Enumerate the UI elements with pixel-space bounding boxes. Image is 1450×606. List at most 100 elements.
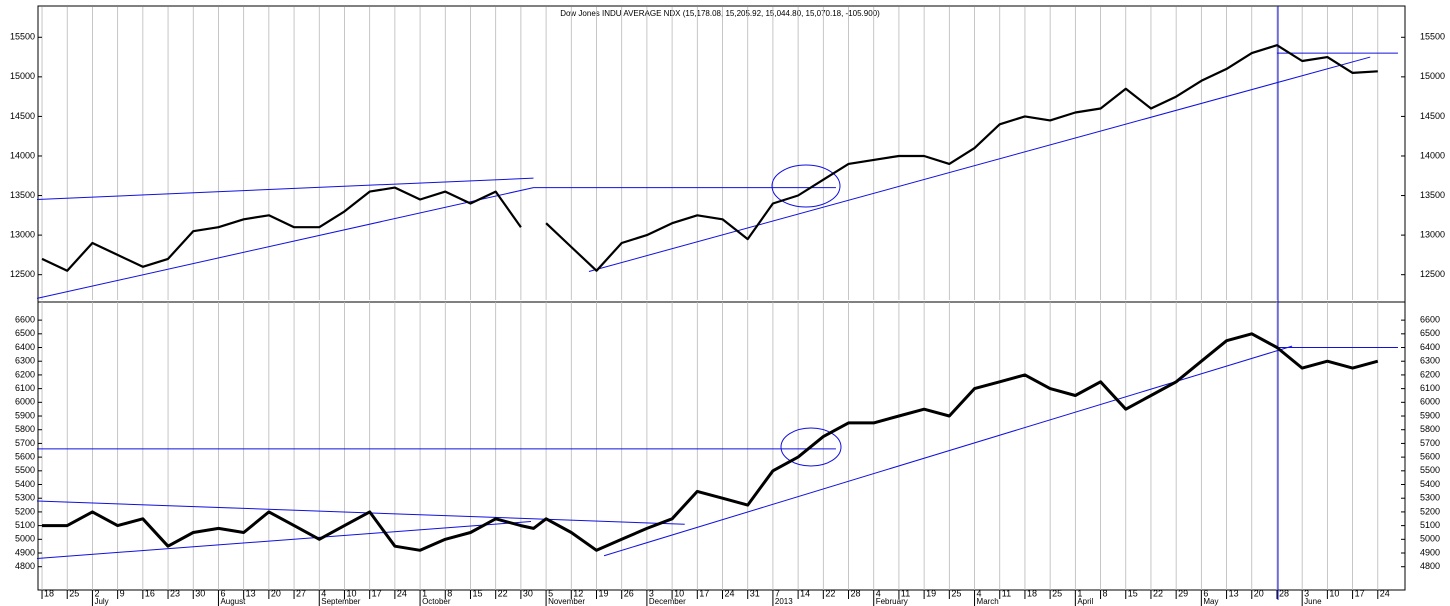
y-tick-label-right: 5100 [1420,520,1440,530]
x-tick-label: 19 [598,588,608,598]
y-tick-label: 5100 [15,520,35,530]
y-tick-label-right: 6200 [1420,369,1440,379]
highlight-ellipse [771,164,841,208]
x-tick-label: 19 [926,588,936,598]
x-tick-label: 6 [1203,588,1208,598]
x-tick-label: 20 [271,588,281,598]
x-tick-label: 28 [1279,588,1289,598]
x-tick-label: 11 [1002,588,1011,598]
x-tick-label: 10 [346,588,356,598]
month-label: May [1203,597,1218,606]
y-tick-label: 5800 [15,424,35,434]
y-tick-label: 15500 [10,32,35,42]
month-label: November [548,597,585,606]
month-label: September [321,597,360,606]
y-tick-label: 5300 [15,493,35,503]
y-tick-label: 6100 [15,383,35,393]
y-tick-label-right: 6300 [1420,356,1440,366]
y-tick-label-right: 5700 [1420,438,1440,448]
plot-frame [37,5,1406,591]
y-tick-label-right: 14000 [1420,150,1445,160]
y-tick-label: 4800 [15,561,35,571]
x-tick-label: 24 [725,588,735,598]
x-tick-label: 5 [548,588,553,598]
y-tick-label: 5000 [15,534,35,544]
trend-line [36,187,534,299]
y-tick-label: 4900 [15,547,35,557]
x-tick-label: 31 [750,588,760,598]
x-tick-label: 23 [170,588,180,598]
y-tick-label-right: 12500 [1420,269,1445,279]
x-tick-label: 4 [977,588,982,598]
x-tick-label: 15 [472,588,482,598]
x-tick-label: 25 [69,588,79,598]
month-label: December [649,597,686,606]
x-tick-label: 8 [447,588,452,598]
x-tick-label: 22 [825,588,835,598]
x-tick-label: 6 [220,588,225,598]
month-label: August [220,597,246,606]
y-tick-label-right: 5500 [1420,465,1440,475]
x-tick-label: 17 [699,588,709,598]
month-label: June [1304,597,1322,606]
y-tick-label-right: 14500 [1420,111,1445,121]
x-tick-label: 1 [422,588,427,598]
price-line [41,44,1378,272]
x-tick-label: 27 [296,588,306,598]
y-tick-label-right: 5400 [1420,479,1440,489]
y-tick-label: 6000 [15,397,35,407]
x-tick-label: 26 [624,588,634,598]
x-tick-label: 8 [1103,588,1108,598]
month-label: March [977,597,999,606]
trend-line [588,56,1371,272]
y-tick-label: 5400 [15,479,35,489]
y-tick-label-right: 13000 [1420,229,1445,239]
y-tick-label-right: 5300 [1420,493,1440,503]
x-tick-label: 11 [901,588,910,598]
y-tick-label: 12500 [10,269,35,279]
y-tick-label-right: 15000 [1420,71,1445,81]
y-tick-label-right: 4800 [1420,561,1440,571]
x-tick-label: 13 [246,588,256,598]
x-tick-label: 2 [94,588,99,598]
y-tick-label-right: 5200 [1420,506,1440,516]
x-tick-label: 25 [951,588,961,598]
price-line [42,332,1379,552]
y-tick-label: 5500 [15,465,35,475]
x-tick-label: 17 [1355,588,1365,598]
y-tick-label: 5200 [15,506,35,516]
x-tick-label: 22 [1153,588,1163,598]
month-label: April [1077,597,1093,606]
x-tick-label: 17 [372,588,382,598]
x-tick-label: 30 [523,588,533,598]
y-tick-label: 5600 [15,451,35,461]
x-tick-label: 25 [1052,588,1062,598]
month-label: February [876,597,908,606]
x-tick-label: 9 [120,588,125,598]
y-tick-label: 6200 [15,369,35,379]
x-tick-label: 14 [800,588,810,598]
x-tick-label: 7 [775,588,780,598]
y-tick-label: 14500 [10,111,35,121]
y-tick-label: 6600 [15,314,35,324]
x-tick-label: 24 [397,588,407,598]
y-tick-label-right: 5800 [1420,424,1440,434]
y-tick-label-right: 5900 [1420,410,1440,420]
y-tick-label-right: 15500 [1420,32,1445,42]
y-tick-label-right: 6400 [1420,342,1440,352]
y-tick-label-right: 4900 [1420,547,1440,557]
x-tick-label: 4 [321,588,326,598]
y-tick-label: 5900 [15,410,35,420]
x-tick-label: 4 [876,588,881,598]
y-tick-label-right: 6500 [1420,328,1440,338]
chart-title: Dow Jones INDU AVERAGE NDX (15,178.08, 1… [560,9,880,18]
month-label: 2013 [775,597,793,606]
trend-line [36,177,534,201]
x-tick-label: 1 [1077,588,1082,598]
y-tick-label: 13500 [10,190,35,200]
x-tick-label: 10 [1329,588,1339,598]
y-tick-label: 14000 [10,150,35,160]
y-tick-label-right: 6100 [1420,383,1440,393]
highlight-ellipse [780,427,842,467]
